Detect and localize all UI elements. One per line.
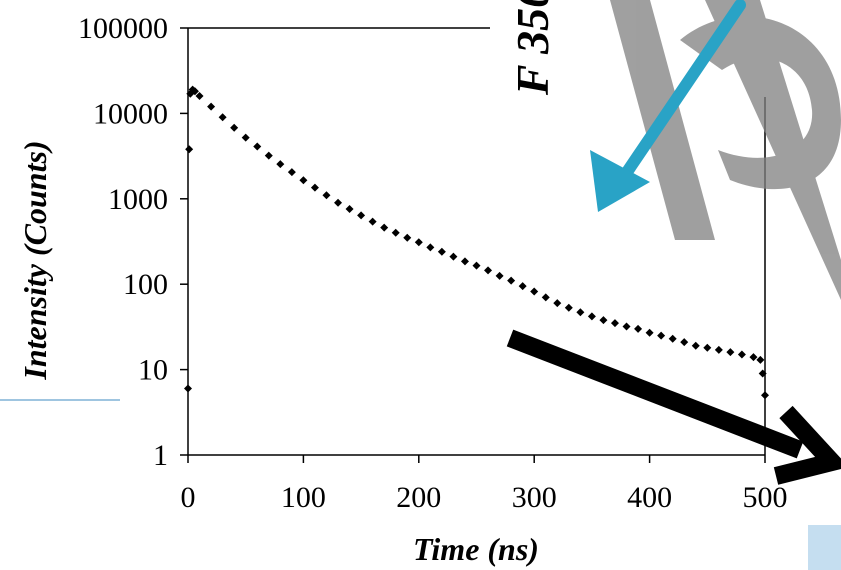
data-point xyxy=(761,391,769,400)
data-point xyxy=(564,303,573,312)
y-tick-label: 1000 xyxy=(108,183,168,216)
data-point xyxy=(185,145,194,154)
data-point xyxy=(610,319,619,328)
data-point xyxy=(691,341,700,350)
y-ticks: 1 10 100 1000 10000 100000 xyxy=(78,12,188,472)
black-arrow-icon xyxy=(506,329,841,485)
data-point xyxy=(530,287,539,296)
data-point xyxy=(287,168,296,177)
data-point xyxy=(726,348,735,357)
y-tick-label: 10000 xyxy=(93,97,168,130)
data-point xyxy=(322,191,331,200)
data-point xyxy=(553,299,562,308)
data-point xyxy=(276,160,285,169)
data-point xyxy=(310,183,319,192)
data-point xyxy=(334,198,343,207)
data-point xyxy=(253,142,262,151)
data-point xyxy=(391,228,400,237)
data-point xyxy=(622,322,631,331)
data-point xyxy=(472,261,481,270)
y-tick-label: 100000 xyxy=(78,12,168,45)
data-point xyxy=(264,151,273,160)
x-tick-label: 100 xyxy=(281,481,326,514)
data-point xyxy=(714,345,723,354)
data-point xyxy=(299,176,308,185)
data-point xyxy=(218,113,227,122)
data-point xyxy=(518,282,527,291)
data-point xyxy=(756,355,765,364)
data-point xyxy=(357,211,366,220)
data-point xyxy=(634,324,643,333)
data-point xyxy=(749,353,758,362)
y-axis-title: Intensity (Counts) xyxy=(17,140,53,380)
y-tick-label: 1 xyxy=(153,439,168,472)
data-point xyxy=(414,238,423,247)
data-point xyxy=(190,87,199,96)
x-tick-label: 300 xyxy=(512,481,557,514)
data-point xyxy=(680,338,689,347)
y-tick-label: 10 xyxy=(138,354,168,387)
overlay-text: F 350 xyxy=(507,0,558,96)
data-point xyxy=(657,331,666,340)
data-point xyxy=(541,293,550,302)
data-point xyxy=(368,217,377,226)
data-point xyxy=(403,233,412,242)
data-point xyxy=(184,384,192,393)
data-point xyxy=(207,102,216,111)
data-point xyxy=(737,350,746,359)
data-point xyxy=(195,91,204,100)
data-point xyxy=(758,369,767,378)
data-point xyxy=(449,252,458,261)
x-ticks: 0 100 200 300 400 500 xyxy=(181,455,788,514)
data-point xyxy=(576,308,585,317)
data-point xyxy=(668,334,677,343)
x-tick-label: 500 xyxy=(743,481,788,514)
decor-blue-corner xyxy=(808,525,841,570)
y-tick-label: 100 xyxy=(123,268,168,301)
x-tick-label: 200 xyxy=(396,481,441,514)
x-axis-title: Time (ns) xyxy=(413,531,539,567)
data-point xyxy=(241,133,250,142)
data-point xyxy=(484,266,493,275)
data-point xyxy=(587,312,596,321)
data-point xyxy=(703,343,712,352)
data-point xyxy=(599,316,608,325)
blue-arrow-icon xyxy=(590,0,746,212)
data-point xyxy=(426,243,435,252)
data-points xyxy=(184,85,769,400)
data-point xyxy=(345,204,354,213)
data-point xyxy=(495,271,504,280)
data-point xyxy=(380,223,389,232)
data-point xyxy=(460,257,469,266)
data-point xyxy=(645,328,654,337)
data-point xyxy=(230,123,239,132)
data-point xyxy=(507,276,516,285)
data-point xyxy=(437,247,446,256)
x-tick-label: 400 xyxy=(627,481,672,514)
x-tick-label: 0 xyxy=(181,481,196,514)
